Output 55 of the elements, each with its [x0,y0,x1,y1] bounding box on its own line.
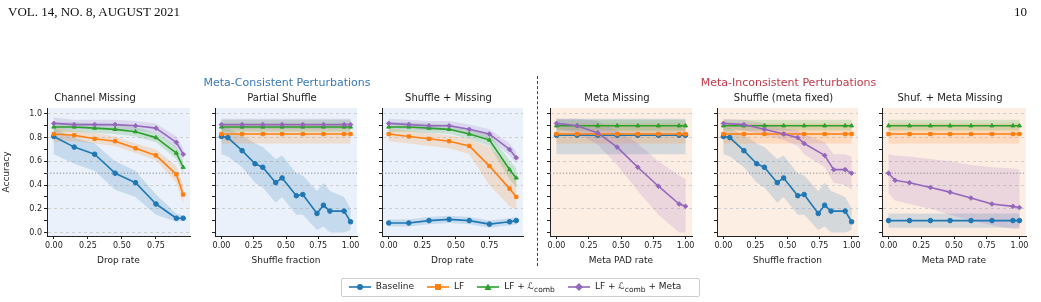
chart-title: Meta Missing [584,91,650,103]
x-tick-label: 0.00 [44,240,63,250]
x-tick-label: 0.25 [244,240,263,250]
x-tick-label: 0.25 [579,240,598,250]
chart-title: Shuffle (meta fixed) [733,91,834,103]
chart-title: Partial Shuffle [247,91,317,103]
x-tick-label: 0.75 [644,240,663,250]
text: 10 [1014,4,1027,20]
x-tick-label: 0.25 [746,240,765,250]
x-tick-label: 0.25 [78,240,97,250]
x-axis-title: Drop rate [97,254,141,265]
legend-label: LF + ℒ$_{comb}$ + Meta [594,281,682,294]
x-axis-title: Meta PAD rate [588,254,654,265]
x-tick-label: 0.50 [446,240,465,250]
x-axis-title: Meta PAD rate [921,254,987,265]
legend-label: LF [453,281,465,291]
x-axis-title: Drop rate [431,254,475,265]
x-tick-label: 0.75 [147,240,165,250]
y-tick-label: 1.0 [29,109,42,118]
x-tick-label: 0.25 [413,240,432,250]
chart-title: Channel Missing [54,91,136,103]
chart-title: Shuf. + Meta Missing [897,91,1003,103]
x-tick-label: 1.00 [842,240,861,250]
x-tick-label: 0.00 [879,240,898,250]
y-tick-label: 0.4 [29,180,42,190]
x-tick-label: 0.50 [945,240,963,250]
legend-label: LF + ℒ$_{comb}$ [504,281,555,294]
y-tick-label: 0.8 [29,132,42,142]
x-tick-label: 0.75 [810,240,829,250]
x-tick-label: 0.00 [547,240,566,250]
chart-subtitle: Meta-Consistent Perturbations [202,76,372,89]
x-tick-label: 1.00 [1010,240,1029,250]
x-tick-label: 0.00 [379,240,398,250]
x-tick-label: 0.75 [977,240,996,250]
x-tick-label: 1.00 [341,240,360,250]
chart-subtitle: Meta-Inconsistent Perturbations [699,76,878,89]
x-tick-label: 0.50 [113,240,131,250]
y-tick-label: 0.0 [29,227,42,237]
x-tick-label: 0.50 [778,240,797,250]
legend-label: Baseline [375,281,414,291]
text: VOL. 14, NO. 8, AUGUST 2021 [8,4,181,20]
x-axis-title: Shuffle fraction [753,254,822,265]
x-tick-label: 0.50 [277,240,295,250]
y-tick-label: 0.2 [29,203,42,213]
x-tick-label: 0.75 [480,240,499,250]
x-tick-label: 0.00 [212,240,231,250]
y-axis-title: Accuracy [0,150,11,193]
chart-title: Shuffle + Missing [405,91,492,103]
x-tick-label: 0.25 [912,240,931,250]
y-tick-label: 0.6 [29,156,42,166]
x-tick-label: 0.75 [309,240,328,250]
x-axis-title: Shuffle fraction [251,254,321,265]
x-tick-label: 1.00 [676,240,695,250]
x-tick-label: 0.50 [612,240,630,250]
x-tick-label: 0.00 [714,240,733,250]
